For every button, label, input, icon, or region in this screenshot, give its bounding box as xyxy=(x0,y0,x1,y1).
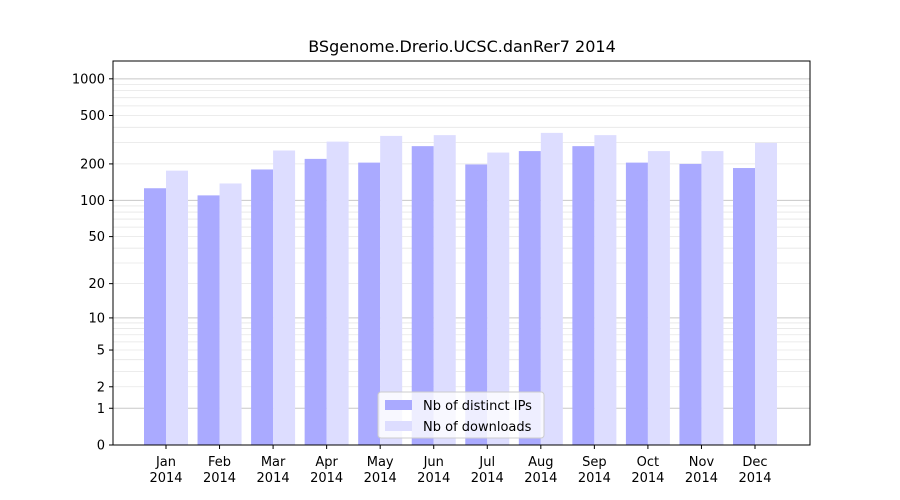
y-tick-label: 1000 xyxy=(72,72,105,87)
x-tick-label-month: Dec xyxy=(742,455,767,470)
x-tick-label-month: Jan xyxy=(155,455,176,470)
bar-downloads-jan xyxy=(166,170,188,446)
x-tick-label-month: Jul xyxy=(478,455,495,470)
bar-distinct-ips-jan xyxy=(144,188,166,446)
x-tick-label-year: 2014 xyxy=(364,471,397,486)
y-tick-label: 2 xyxy=(97,380,105,395)
y-tick-label: 200 xyxy=(80,157,105,172)
legend-box xyxy=(377,391,545,439)
y-tick-label: 50 xyxy=(88,230,105,245)
x-tick-label-year: 2014 xyxy=(524,471,557,486)
bar-distinct-ips-oct xyxy=(625,162,648,445)
bar-distinct-ips-apr xyxy=(304,158,327,445)
x-tick-label-month: Sep xyxy=(582,455,607,470)
legend-swatch-downloads xyxy=(385,421,412,431)
legend-label-distinct-ips: Nb of distinct IPs xyxy=(423,399,532,414)
bar-distinct-ips-jul xyxy=(465,164,488,445)
x-tick-label-month: May xyxy=(367,455,394,470)
bar-downloads-oct xyxy=(647,151,670,445)
bar-distinct-ips-sep xyxy=(572,146,595,445)
x-tick-label-month: Feb xyxy=(208,455,231,470)
bar-distinct-ips-jun xyxy=(411,146,434,445)
x-tick-label-year: 2014 xyxy=(203,471,236,486)
bar-downloads-jul xyxy=(487,152,510,445)
x-tick-label-year: 2014 xyxy=(738,471,771,486)
bar-downloads-apr xyxy=(326,141,349,446)
legend-label-downloads: Nb of downloads xyxy=(423,420,532,435)
bar-downloads-may xyxy=(380,135,403,445)
y-tick-label: 10 xyxy=(88,311,105,326)
y-tick-label: 1 xyxy=(97,402,105,417)
x-tick-label-year: 2014 xyxy=(417,471,450,486)
x-tick-label-year: 2014 xyxy=(257,471,290,486)
bars-layer xyxy=(144,132,777,446)
bar-downloads-nov xyxy=(701,151,724,445)
x-tick-label-month: Mar xyxy=(261,455,286,470)
bar-downloads-sep xyxy=(594,135,617,445)
y-tick-label: 100 xyxy=(80,194,105,209)
y-tick-label: 0 xyxy=(97,439,105,454)
x-tick-label-month: Nov xyxy=(689,455,715,470)
axes-layer: Jan2014Feb2014Mar2014Apr2014May2014Jun20… xyxy=(72,60,811,486)
bar-distinct-ips-may xyxy=(358,162,381,445)
bar-downloads-mar xyxy=(273,150,296,445)
y-tick-label: 500 xyxy=(80,109,105,124)
x-tick-label-month: Apr xyxy=(315,455,338,470)
x-tick-label-year: 2014 xyxy=(631,471,664,486)
chart-title: BSgenome.Drerio.UCSC.danRer7 2014 xyxy=(308,37,616,56)
x-tick-label-year: 2014 xyxy=(149,471,182,486)
legend-swatch-distinct-ips xyxy=(385,400,412,410)
bar-distinct-ips-aug xyxy=(518,151,541,445)
x-tick-label-year: 2014 xyxy=(578,471,611,486)
bar-distinct-ips-mar xyxy=(251,169,274,445)
y-tick-label: 5 xyxy=(97,344,105,359)
x-tick-label-year: 2014 xyxy=(685,471,718,486)
x-tick-label-year: 2014 xyxy=(310,471,343,486)
x-tick-label-year: 2014 xyxy=(471,471,504,486)
plot-frame xyxy=(112,60,811,446)
bar-downloads-feb xyxy=(219,183,242,445)
bar-distinct-ips-nov xyxy=(679,163,702,445)
y-tick-label: 20 xyxy=(88,277,105,292)
x-tick-label-month: Jun xyxy=(423,455,444,470)
bar-downloads-aug xyxy=(540,132,563,445)
bar-downloads-jun xyxy=(433,135,456,445)
bar-distinct-ips-feb xyxy=(197,195,220,445)
x-tick-label-month: Aug xyxy=(528,455,553,470)
x-tick-label-month: Oct xyxy=(637,455,659,470)
bar-distinct-ips-dec xyxy=(733,168,755,445)
legend: Nb of distinct IPs Nb of downloads xyxy=(377,391,545,439)
bar-downloads-dec xyxy=(755,142,777,445)
